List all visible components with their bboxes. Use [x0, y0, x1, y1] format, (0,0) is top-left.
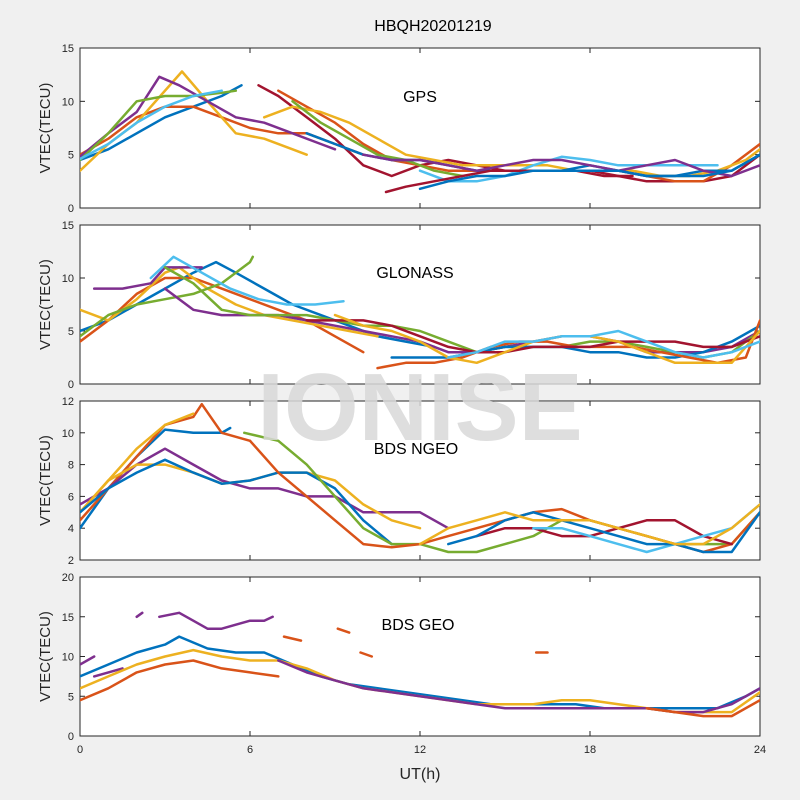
y-tick-label: 0: [68, 203, 74, 215]
y-axis-label: VTEC(TECU): [37, 83, 54, 174]
series-line-10: [80, 659, 280, 702]
y-tick-label: 10: [62, 273, 74, 285]
panel-title: BDS NGEO: [374, 441, 458, 458]
y-tick-label: 12: [62, 396, 74, 408]
panel-3: 0 5 10 15 20 0 6 12 18 24 VTEC(TECU) BDS GEO: [37, 572, 766, 756]
x-tick-label: 6: [247, 744, 253, 756]
series-line-4: [282, 635, 303, 642]
y-tick-label: 6: [68, 491, 74, 503]
y-tick-label: 15: [62, 220, 74, 232]
x-tick-label: 18: [584, 744, 596, 756]
y-axis-label: VTEC(TECU): [37, 259, 54, 350]
series-line-2: [80, 266, 379, 338]
x-tick-label: 24: [754, 744, 766, 756]
x-tick-label: 12: [414, 744, 426, 756]
panel-1: 0 5 10 15 VTEC(TECU) GLONASS: [37, 220, 761, 391]
series-line-5: [149, 255, 345, 306]
series-line-0: [80, 84, 243, 162]
panel-title: GPS: [403, 89, 437, 106]
panel-title: BDS GEO: [382, 617, 455, 634]
series-line-11: [418, 503, 760, 546]
series-line-7: [163, 266, 760, 359]
series-group: [80, 70, 760, 194]
y-tick-label: 4: [68, 523, 74, 535]
plot-area: [79, 400, 761, 561]
y-tick-label: 0: [68, 731, 74, 743]
series-line-12: [645, 698, 760, 718]
series-line-0: [80, 655, 96, 666]
series-group: [80, 255, 760, 370]
series-line-5: [336, 627, 351, 634]
y-axis-label: VTEC(TECU): [37, 611, 54, 702]
series-line-8: [80, 635, 760, 710]
series-line-4: [80, 89, 238, 162]
x-tick-label: 0: [77, 744, 83, 756]
x-axis-label: UT(h): [400, 766, 441, 783]
series-line-1: [92, 667, 124, 678]
y-axis-label: VTEC(TECU): [37, 435, 54, 526]
y-tick-label: 5: [68, 150, 74, 162]
series-line-6: [359, 651, 374, 658]
series-line-3: [80, 75, 337, 159]
series-line-3: [158, 611, 274, 630]
panels: 0 5 10 15 VTEC(TECU) GPS 0 5 10 15 VTEC(TECU) GLONA…: [37, 43, 766, 756]
series-line-10: [418, 155, 719, 183]
series-group: [80, 611, 760, 718]
y-tick-label: 0: [68, 379, 74, 391]
series-group: [80, 402, 760, 554]
series-line-2: [135, 611, 144, 619]
series-line-10: [447, 511, 760, 554]
panel-2: 2 4 6 8 10 12 VTEC(TECU) BDS NGEO: [37, 396, 761, 567]
series-line-12: [447, 329, 760, 359]
series-line-5: [80, 458, 393, 546]
series-line-13: [384, 169, 634, 194]
series-line-3: [80, 447, 450, 530]
series-line-10: [305, 319, 760, 354]
y-tick-label: 8: [68, 460, 74, 472]
y-tick-label: 15: [62, 612, 74, 624]
series-line-4: [80, 255, 255, 338]
series-line-9: [291, 100, 464, 178]
y-tick-label: 5: [68, 691, 74, 703]
watermark-text: IONISE: [257, 354, 582, 461]
y-tick-label: 20: [62, 572, 74, 584]
y-tick-label: 10: [62, 428, 74, 440]
panel-0: 0 5 10 15 VTEC(TECU) GPS: [37, 43, 761, 215]
series-line-5: [80, 89, 223, 161]
y-tick-label: 10: [62, 652, 74, 664]
y-tick-label: 2: [68, 555, 74, 567]
series-line-14: [418, 153, 760, 191]
series-line-3: [92, 266, 204, 290]
series-line-12: [362, 153, 760, 178]
y-tick-label: 5: [68, 326, 74, 338]
plot-area: [79, 576, 761, 737]
y-tick-label: 15: [62, 43, 74, 55]
y-tick-label: 10: [62, 96, 74, 108]
series-line-9: [532, 503, 760, 554]
figure-title: HBQH20201219: [374, 18, 492, 35]
panel-title: GLONASS: [376, 265, 453, 282]
